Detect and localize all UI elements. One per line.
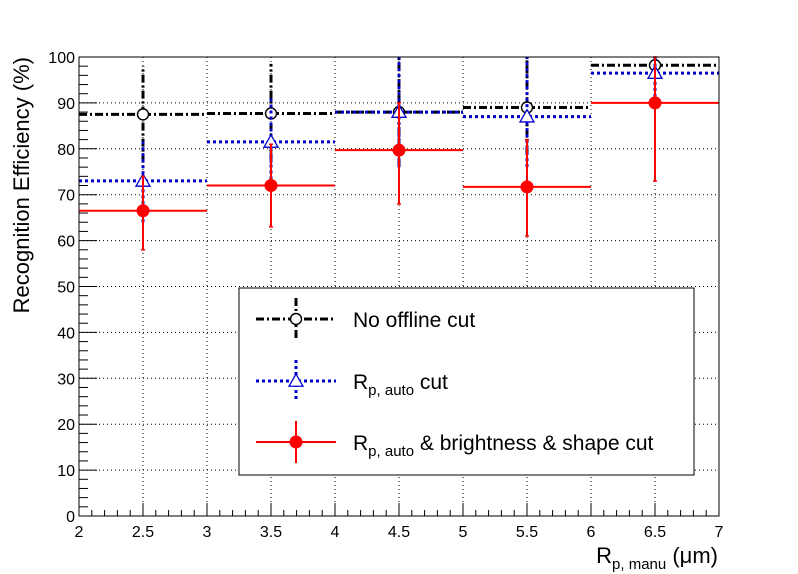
y-tick-label: 40 xyxy=(57,325,75,342)
x-tick-label: 3.5 xyxy=(260,524,282,541)
series-3 xyxy=(79,56,719,251)
x-tick-label: 6.5 xyxy=(644,524,666,541)
data-series xyxy=(79,56,719,251)
legend-label: No offline cut xyxy=(353,309,475,332)
data-point xyxy=(520,180,534,194)
x-tick-label: 2 xyxy=(75,524,84,541)
y-tick-label: 70 xyxy=(57,188,75,205)
y-tick-label: 0 xyxy=(66,509,75,526)
y-tick-label: 20 xyxy=(57,417,75,434)
x-tick-label: 7 xyxy=(715,524,724,541)
legend-label: Rp, auto cut xyxy=(353,371,448,399)
y-axis-label: Recognition Efficiency (%) xyxy=(9,57,34,313)
legend-marker xyxy=(289,435,303,449)
data-point xyxy=(264,179,278,193)
x-tick-label: 2.5 xyxy=(132,524,154,541)
x-tick-label: 6 xyxy=(587,524,596,541)
data-point xyxy=(518,108,536,123)
legend-marker xyxy=(289,312,303,326)
data-point xyxy=(136,108,150,121)
legend: No offline cut Rp, auto cut Rp, auto & bri… xyxy=(238,287,695,476)
data-point xyxy=(648,96,662,110)
legend-label: Rp, auto & brightness & shape cut xyxy=(353,432,654,460)
y-tick-label: 90 xyxy=(57,96,75,113)
y-tick-label: 60 xyxy=(57,234,75,251)
legend-marker xyxy=(287,372,305,387)
y-tick-label: 50 xyxy=(57,280,75,297)
plot-frame xyxy=(78,56,720,517)
data-point xyxy=(136,204,150,218)
x-tick-label: 4.5 xyxy=(388,524,410,541)
legend-box xyxy=(238,287,695,476)
x-tick-label: 4 xyxy=(331,524,340,541)
x-tick-label: 3 xyxy=(203,524,212,541)
y-tick-label: 10 xyxy=(57,463,75,480)
y-tick-label: 80 xyxy=(57,142,75,159)
y-tick-label: 30 xyxy=(57,371,75,388)
y-tick-label: 100 xyxy=(48,50,75,67)
data-point xyxy=(392,143,406,157)
x-tick-labels: 2 2.5 3 3.5 4 4.5 5 5.5 6 6.5 7 xyxy=(75,524,724,541)
x-tick-label: 5 xyxy=(459,524,468,541)
x-tick-label: 5.5 xyxy=(516,524,538,541)
x-axis-label: Rp, manu (μm) xyxy=(596,543,718,573)
y-tick-labels: 0 10 20 30 40 50 60 70 80 90 100 xyxy=(48,50,75,526)
